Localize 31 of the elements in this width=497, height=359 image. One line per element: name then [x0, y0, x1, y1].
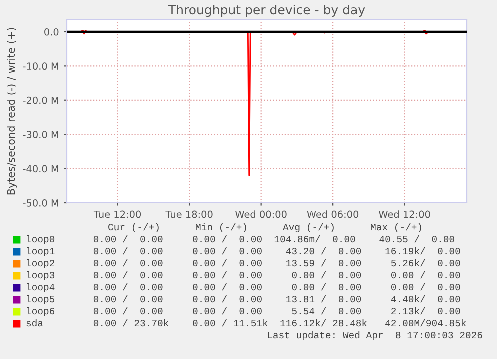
text: Cur (-/+) Min (-/+) Avg (-/+) Max (-/+) [108, 223, 422, 233]
text: 0.00 / 0.00 0.00 / 0.00 13.59 / 0.00 5.26k/ 0.00 [94, 259, 460, 267]
text: 0.00 / 0.00 0.00 / 0.00 0.00 / 0.00 0.00 / 0.00 [94, 283, 460, 291]
y-tick-label: -30.0 M [23, 131, 58, 138]
text: 0.00 / 0.00 0.00 / 0.00 0.00 / 0.00 0.00 / 0.00 [94, 271, 460, 279]
legend-label: loop6 [27, 307, 55, 317]
x-tick-label: Wed 12:00 [378, 210, 430, 218]
y-tick-label: 0.0 [44, 28, 59, 36]
y-tick-label: -50.0 M [23, 199, 58, 207]
x-tick-label: Wed 00:00 [235, 210, 287, 218]
text: 0.00 / 0.00 0.00 / 0.00 104.86m/ 0.00 40.55 / 0.00 [94, 235, 454, 243]
text: 0.00 / 0.00 0.00 / 0.00 13.81 / 0.00 4.40k/ 0.00 [94, 295, 460, 303]
legend-label: loop0 [27, 235, 55, 245]
text: Last update: Wed Apr 8 17:00:03 2026 [268, 331, 482, 341]
x-tick-label: Tue 12:00 [94, 210, 142, 218]
y-axis-title: Bytes/second read (-) / write (+) [7, 28, 18, 195]
text: 0.00 / 0.00 0.00 / 0.00 43.20 / 0.00 16.19k/ 0.00 [94, 247, 460, 255]
legend-label: loop5 [27, 295, 55, 305]
legend-label: loop4 [27, 283, 55, 293]
x-tick-label: Tue 18:00 [166, 210, 213, 218]
legend-label: loop1 [27, 247, 55, 257]
legend-label: loop2 [27, 259, 54, 269]
legend-label: sda [26, 319, 44, 327]
legend-label: loop3 [27, 271, 55, 281]
y-tick-label: -20.0 M [23, 96, 58, 104]
x-tick-label: Wed 06:00 [307, 210, 359, 218]
chart-title: Throughput per device - by day [168, 4, 366, 18]
y-tick-label: -40.0 M [23, 165, 58, 173]
y-tick-label: -10.0 M [23, 62, 58, 70]
text: 0.00 / 0.00 0.00 / 0.00 5.54 / 0.00 2.13k/ 0.00 [94, 307, 460, 315]
text: 0.00 / 23.70k 0.00 / 11.51k 116.12k/ 28.48k 42.00M/904.85k [94, 319, 466, 327]
